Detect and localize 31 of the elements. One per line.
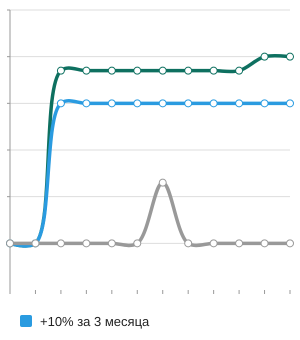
point (260, 239, 269, 248)
point (286, 99, 294, 108)
point (108, 66, 116, 75)
point (82, 99, 90, 108)
point (210, 239, 218, 248)
point (184, 66, 192, 75)
point (235, 239, 244, 248)
point (286, 52, 294, 61)
point (286, 239, 294, 248)
point (133, 239, 142, 248)
point (184, 239, 192, 248)
point (133, 66, 142, 75)
point (210, 66, 218, 75)
point (82, 239, 90, 248)
point (260, 52, 269, 61)
point (56, 99, 65, 108)
point (133, 99, 142, 108)
point (108, 239, 116, 248)
point (210, 99, 218, 108)
point (158, 66, 167, 75)
point (108, 99, 116, 108)
point (158, 178, 167, 187)
point (260, 99, 269, 108)
point (56, 66, 65, 75)
legend-label: +10% за 3 месяца (40, 314, 150, 329)
point (235, 99, 244, 108)
point (184, 99, 192, 108)
point (158, 99, 167, 108)
point (235, 66, 244, 75)
point (56, 239, 65, 248)
point (82, 66, 90, 75)
